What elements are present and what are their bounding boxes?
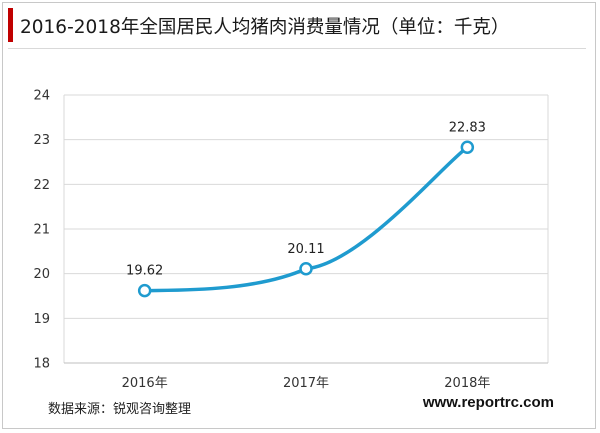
source-note: 数据来源：锐观咨询整理 — [48, 402, 192, 417]
chart-frame — [2, 2, 596, 429]
x-tick-label: 2017年 — [283, 376, 329, 391]
y-tick-label: 23 — [33, 133, 50, 148]
title-divider — [8, 48, 586, 49]
title-accent-bar — [8, 8, 13, 42]
data-point-marker — [137, 283, 152, 298]
y-tick-label: 19 — [33, 312, 50, 327]
chart-title: 2016-2018年全国居民人均猪肉消费量情况（单位：千克） — [20, 17, 510, 38]
data-point-marker — [299, 262, 313, 276]
x-tick-label: 2016年 — [122, 376, 168, 391]
y-tick-label: 18 — [33, 357, 50, 372]
data-label: 19.62 — [126, 264, 163, 279]
y-tick-label: 20 — [33, 267, 50, 282]
y-tick-label: 22 — [33, 178, 50, 193]
website-label: www.reportrc.com — [422, 394, 554, 411]
data-label: 22.83 — [449, 120, 486, 135]
y-tick-label: 24 — [33, 89, 50, 104]
data-label: 20.11 — [287, 242, 324, 257]
y-tick-label: 21 — [33, 223, 50, 238]
data-point-marker — [460, 140, 475, 155]
x-tick-label: 2018年 — [444, 376, 490, 391]
